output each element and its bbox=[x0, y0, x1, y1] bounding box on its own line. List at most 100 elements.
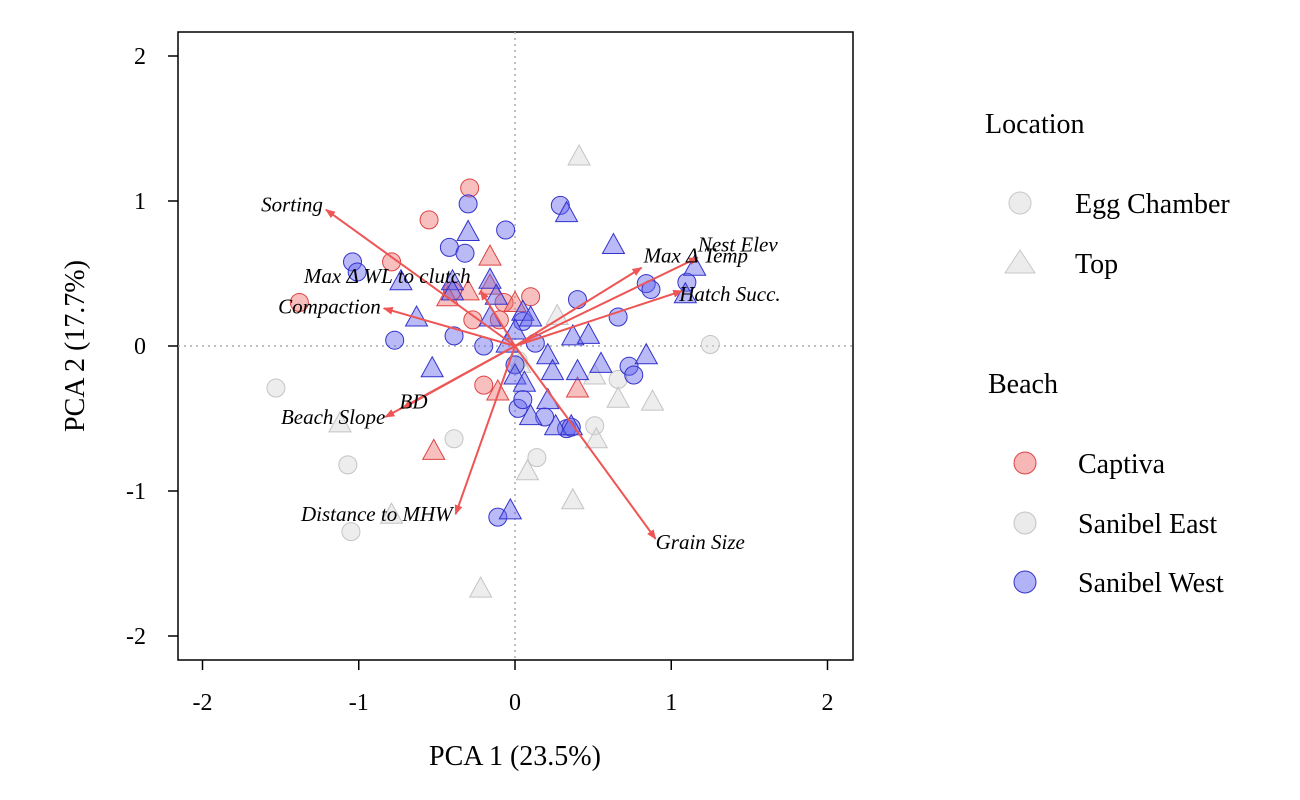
point-sanibel-west-top bbox=[682, 254, 707, 276]
x-axis-ticks: -2 -1 0 1 2 bbox=[193, 660, 834, 716]
loading-arrow-beach-slope bbox=[384, 345, 516, 418]
point-captiva-egg-chamber bbox=[382, 252, 402, 272]
point-sanibel-west-top bbox=[512, 370, 537, 392]
legend-location: Location Egg Chamber Top bbox=[985, 109, 1230, 280]
point-sanibel-west-top bbox=[554, 200, 579, 223]
point-captiva-top bbox=[485, 378, 510, 401]
data-points bbox=[266, 144, 720, 598]
point-captiva-top bbox=[421, 438, 446, 460]
x-tick-label: -2 bbox=[193, 690, 213, 716]
point-sanibel-west-egg-chamber bbox=[624, 365, 644, 385]
point-sanibel-west-egg-chamber bbox=[513, 390, 533, 410]
point-sanibel-west-top bbox=[420, 355, 445, 378]
loading-label-compaction: Compaction bbox=[278, 294, 381, 318]
loading-arrow-compaction bbox=[382, 306, 516, 347]
point-sanibel-west-egg-chamber bbox=[385, 330, 405, 350]
point-sanibel-west-egg-chamber bbox=[455, 243, 475, 263]
x-tick-label: 2 bbox=[822, 690, 834, 716]
y-tick-label: 0 bbox=[134, 334, 146, 360]
point-sanibel-west-top bbox=[634, 342, 659, 365]
point-sanibel-east-top bbox=[379, 502, 404, 524]
loading-label-nest-elev: Nest Elev bbox=[697, 233, 779, 257]
point-sanibel-west-top bbox=[560, 323, 585, 346]
point-sanibel-west-egg-chamber bbox=[496, 220, 516, 240]
point-sanibel-west-top bbox=[518, 304, 543, 327]
loading-label-hatch-succ: Hatch Succ. bbox=[678, 282, 780, 306]
point-sanibel-west-top bbox=[576, 322, 601, 344]
legend-captiva-swatch bbox=[1013, 451, 1037, 475]
point-sanibel-east-top bbox=[567, 144, 591, 166]
point-sanibel-west-egg-chamber bbox=[458, 194, 478, 214]
point-sanibel-west-top bbox=[540, 358, 565, 381]
point-sanibel-west-egg-chamber bbox=[343, 252, 362, 272]
point-sanibel-west-top bbox=[456, 219, 480, 241]
point-sanibel-west-top bbox=[484, 283, 509, 305]
legend-item-sanibel-east: Sanibel East bbox=[1078, 509, 1217, 540]
legend-triangle-icon bbox=[1004, 249, 1036, 274]
legend-item-top: Top bbox=[1075, 249, 1118, 280]
legend-item-captiva: Captiva bbox=[1078, 449, 1166, 480]
loading-arrow-sorting bbox=[325, 208, 516, 347]
legend-location-title: Location bbox=[985, 109, 1085, 140]
point-sanibel-east-egg-chamber bbox=[527, 448, 547, 468]
point-captiva-top bbox=[565, 376, 590, 398]
point-sanibel-east-top bbox=[640, 389, 665, 411]
point-captiva-egg-chamber bbox=[289, 293, 309, 312]
loading-arrows bbox=[325, 208, 699, 540]
point-captiva-egg-chamber bbox=[419, 210, 439, 230]
loading-arrow-grain-size bbox=[514, 345, 657, 540]
x-axis-title: PCA 1 (23.5%) bbox=[429, 741, 601, 772]
point-sanibel-west-egg-chamber bbox=[444, 326, 464, 346]
point-sanibel-east-top bbox=[515, 458, 540, 481]
point-captiva-top bbox=[478, 244, 502, 266]
point-sanibel-west-egg-chamber bbox=[568, 290, 587, 310]
point-sanibel-west-top bbox=[498, 497, 523, 520]
point-sanibel-west-top bbox=[518, 403, 543, 426]
legend-beach-title: Beach bbox=[988, 369, 1058, 400]
loading-arrow-max-temp bbox=[514, 266, 643, 347]
loading-label-bd: BD bbox=[400, 389, 428, 413]
point-sanibel-west-egg-chamber bbox=[550, 195, 570, 215]
loading-label-sorting: Sorting bbox=[261, 193, 323, 217]
point-sanibel-east-top bbox=[468, 576, 493, 598]
legend-beach: Beach Captiva Sanibel East Sanibel West bbox=[988, 369, 1224, 599]
point-sanibel-east-egg-chamber bbox=[338, 455, 358, 475]
x-tick-label: -1 bbox=[349, 690, 369, 716]
x-tick-label: 0 bbox=[509, 690, 521, 716]
y-tick-label: 2 bbox=[134, 44, 146, 70]
point-sanibel-east-egg-chamber bbox=[585, 416, 605, 436]
point-sanibel-west-top bbox=[543, 413, 568, 436]
legend-item-egg-chamber: Egg Chamber bbox=[1075, 189, 1230, 220]
point-sanibel-west-top bbox=[565, 358, 590, 381]
y-tick-label: -1 bbox=[126, 479, 146, 505]
point-sanibel-east-egg-chamber bbox=[700, 335, 720, 355]
point-captiva-top bbox=[478, 273, 502, 295]
point-sanibel-east-egg-chamber bbox=[444, 429, 464, 449]
point-sanibel-west-egg-chamber bbox=[677, 272, 697, 292]
legend-sanibel-west-swatch bbox=[1013, 570, 1037, 594]
point-captiva-egg-chamber bbox=[460, 178, 480, 198]
loading-arrow-nest-elev bbox=[514, 256, 699, 347]
loading-label-distance-to-mhw: Distance to MHW bbox=[300, 502, 455, 526]
point-sanibel-west-top bbox=[503, 318, 527, 340]
loading-arrow-max-wl-to-clutch bbox=[479, 290, 516, 347]
loading-arrow-distance-to-mhw bbox=[454, 345, 516, 516]
loading-label-beach-slope: Beach Slope bbox=[281, 405, 385, 429]
point-sanibel-west-top bbox=[589, 351, 613, 373]
point-sanibel-west-egg-chamber bbox=[347, 262, 367, 282]
point-captiva-egg-chamber bbox=[474, 375, 494, 395]
point-sanibel-west-top bbox=[535, 342, 560, 365]
legend-sanibel-east-swatch bbox=[1013, 511, 1037, 535]
y-tick-label: -2 bbox=[126, 624, 146, 650]
loading-label-max-wl-to-clutch: Max Δ WL to clutch bbox=[303, 264, 471, 288]
y-axis-title: PCA 2 (17.7%) bbox=[60, 260, 91, 432]
point-sanibel-west-top bbox=[601, 232, 626, 254]
point-sanibel-east-top bbox=[328, 410, 352, 433]
point-sanibel-east-top bbox=[560, 487, 585, 510]
x-tick-label: 1 bbox=[665, 690, 677, 716]
point-sanibel-west-egg-chamber bbox=[619, 356, 639, 376]
point-sanibel-east-egg-chamber bbox=[608, 369, 628, 389]
legend-circle-icon bbox=[1008, 191, 1032, 215]
point-sanibel-east-top bbox=[584, 426, 609, 449]
